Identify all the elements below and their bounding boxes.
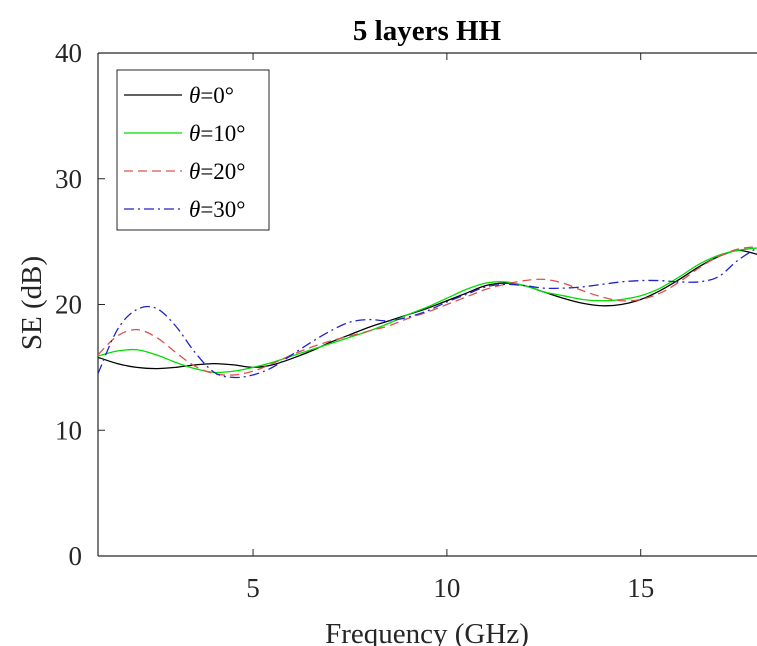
y-tick-label: 20	[55, 290, 82, 320]
y-tick-label: 30	[55, 164, 82, 194]
legend-box	[116, 69, 270, 231]
x-tick-label: 15	[627, 573, 654, 603]
y-axis-label: SE (dB)	[16, 256, 48, 350]
y-tick-label: 0	[69, 541, 83, 571]
legend-label-2: θ=20°	[189, 159, 245, 184]
legend: θ=0° θ=10° θ=20° θ=30°	[116, 69, 270, 231]
x-axis-label: Frequency (GHz)	[325, 618, 529, 646]
series-line-2	[98, 246, 757, 376]
y-tick-label: 10	[55, 415, 82, 445]
chart-title: 5 layers HH	[353, 15, 502, 47]
ticks-group: 5 10 15 0 10 20 30 40	[55, 38, 654, 603]
x-tick-label: 5	[246, 573, 260, 603]
x-tick-label: 10	[433, 573, 460, 603]
series-group	[98, 246, 757, 379]
y-tick-label: 40	[55, 38, 82, 68]
legend-label-1: θ=10°	[189, 121, 245, 146]
series-line-0	[98, 249, 757, 370]
legend-label-3: θ=30°	[189, 197, 245, 222]
legend-label-0: θ=0°	[189, 83, 234, 108]
